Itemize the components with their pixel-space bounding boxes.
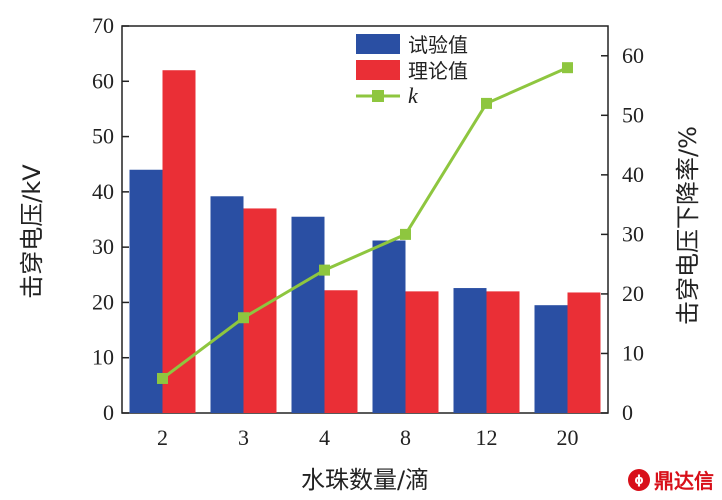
y2-tick-label: 30	[622, 221, 644, 246]
watermark-text: 鼎达信	[654, 469, 714, 493]
y-tick-label: 20	[92, 289, 114, 314]
bar-experimental	[453, 288, 487, 413]
y-tick-label: 50	[92, 124, 114, 149]
k-point	[562, 62, 573, 74]
y2-axis-title: 击穿电压下降率/%	[674, 126, 702, 325]
y2-tick-label: 40	[622, 162, 644, 187]
y2-tick-label: 0	[622, 400, 633, 425]
k-point	[157, 372, 168, 384]
k-point	[481, 97, 492, 109]
plot-frame	[121, 25, 609, 414]
legend-label: 试验值	[408, 33, 468, 57]
legend-label: 理论值	[408, 59, 468, 83]
y2-tick-label: 10	[622, 340, 644, 365]
y-tick-label: 30	[92, 234, 114, 259]
k-point	[319, 264, 330, 276]
bar-theoretical	[405, 291, 439, 413]
watermark-logo-icon: ɸ	[628, 468, 650, 491]
y-axis-title: 击穿电压/kV	[18, 164, 46, 299]
y2-tick-label: 50	[622, 102, 644, 127]
y-tick-label: 70	[92, 13, 114, 38]
x-tick-label: 2	[157, 425, 168, 450]
x-tick-label: 4	[319, 425, 330, 450]
y-tick-label: 40	[92, 179, 114, 204]
x-tick-label: 3	[238, 425, 249, 450]
x-tick-label: 8	[400, 425, 411, 450]
k-point	[400, 228, 411, 240]
x-axis-title: 水珠数量/滴	[301, 466, 429, 494]
y-tick-label: 10	[92, 345, 114, 370]
y2-tick-label: 60	[622, 43, 644, 68]
bar-theoretical	[324, 290, 358, 413]
x-tick-label: 20	[557, 425, 579, 450]
legend-marker	[372, 90, 384, 102]
legend-swatch	[356, 60, 400, 80]
bar-theoretical	[567, 292, 601, 413]
y-tick-label: 60	[92, 68, 114, 93]
bar-experimental	[129, 169, 163, 413]
legend-swatch	[356, 34, 400, 54]
y2-tick-label: 20	[622, 281, 644, 306]
bar-experimental	[534, 305, 568, 413]
y-tick-label: 0	[103, 400, 114, 425]
bar-theoretical	[243, 208, 277, 413]
legend-label: k	[408, 83, 419, 108]
k-line	[161, 66, 569, 380]
bar-experimental	[291, 216, 325, 413]
bar-theoretical	[486, 291, 520, 413]
bar-experimental	[210, 196, 244, 413]
watermark: ɸ 鼎达信	[628, 465, 714, 494]
bar-experimental	[372, 240, 406, 413]
k-point	[238, 312, 249, 324]
x-tick-label: 12	[476, 425, 498, 450]
bar-theoretical	[162, 70, 196, 413]
